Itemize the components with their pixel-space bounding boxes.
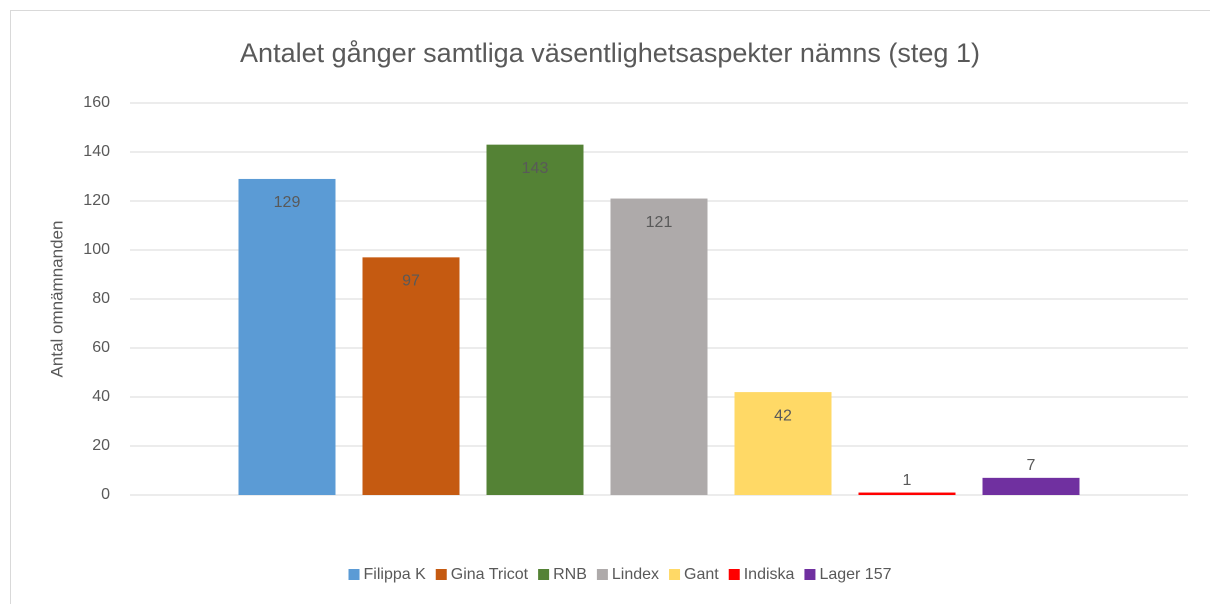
bar <box>610 198 708 496</box>
legend-label: Filippa K <box>364 566 427 583</box>
data-label: 143 <box>522 160 549 177</box>
y-tick-label: 120 <box>83 192 110 209</box>
y-tick-label: 60 <box>92 339 110 356</box>
legend-swatch <box>596 569 608 580</box>
legend-label: Lager 157 <box>819 566 891 583</box>
legend-swatch <box>435 569 447 580</box>
data-label: 129 <box>274 194 301 211</box>
data-label: 97 <box>402 273 420 290</box>
legend-label: Indiska <box>744 566 795 583</box>
bar <box>486 144 584 495</box>
y-tick-label: 20 <box>92 437 110 454</box>
legend-swatch <box>538 569 550 580</box>
bar <box>982 477 1080 495</box>
legend-label: Lindex <box>612 566 659 583</box>
y-tick-label: 100 <box>83 241 110 258</box>
data-label: 121 <box>646 214 673 231</box>
y-tick-label: 0 <box>101 486 110 503</box>
bar <box>858 492 956 495</box>
legend-label: Gina Tricot <box>451 566 529 583</box>
legend-swatch <box>728 569 740 580</box>
y-axis-title: Antal omnämnanden <box>47 221 66 378</box>
data-label: 1 <box>903 472 912 489</box>
legend-swatch <box>348 569 360 580</box>
data-label: 42 <box>774 407 792 424</box>
chart-title: Antalet gånger samtliga väsentlighetsasp… <box>240 38 980 68</box>
bar <box>238 178 336 495</box>
legend-swatch <box>669 569 681 580</box>
y-tick-label: 80 <box>92 290 110 307</box>
y-tick-label: 160 <box>83 94 110 111</box>
legend-label: RNB <box>553 566 587 583</box>
data-label: 7 <box>1027 457 1036 474</box>
legend-label: Gant <box>684 566 719 583</box>
bar <box>734 392 832 495</box>
chart-frame <box>10 10 1210 604</box>
bar <box>362 257 460 495</box>
legend-swatch <box>804 569 816 580</box>
y-tick-label: 140 <box>83 143 110 160</box>
y-tick-label: 40 <box>92 388 110 405</box>
